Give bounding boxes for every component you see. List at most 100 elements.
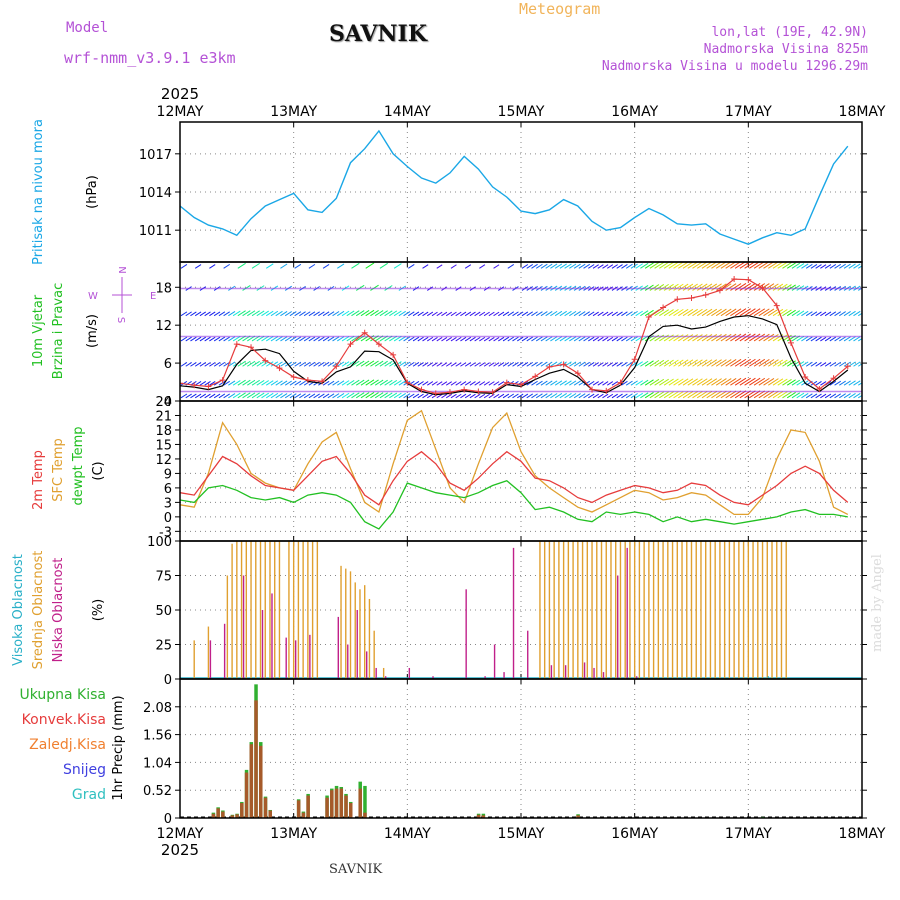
y-tick-label-pressure: 1011	[139, 224, 172, 239]
wind-barb	[550, 393, 558, 399]
wind-barbs	[180, 262, 862, 399]
wind-barb	[389, 379, 398, 386]
wind-barb	[337, 361, 345, 367]
conv-precip-bar	[349, 803, 353, 818]
wind-barb	[573, 361, 581, 367]
wind-barb	[294, 263, 302, 269]
wind-barb	[588, 311, 595, 317]
wind-gust-marker	[745, 276, 752, 283]
wind-barb	[843, 311, 851, 317]
wind-barb	[663, 334, 674, 342]
wind-barb	[327, 361, 335, 367]
wind-barb	[763, 333, 775, 342]
temp-ylabel: (C)	[91, 461, 106, 480]
wind-barb	[398, 380, 406, 386]
wind-barb	[516, 393, 524, 399]
wind-gust-marker	[603, 387, 610, 394]
wind-barb	[294, 311, 302, 317]
wind-speed-line	[180, 315, 849, 396]
wind-barb	[313, 380, 320, 386]
wind-gust-marker	[674, 296, 681, 303]
wind-barb	[706, 308, 718, 317]
wind-barb	[678, 378, 689, 386]
wind-barb	[682, 283, 694, 291]
wind-barb	[834, 336, 842, 342]
wind-barb	[559, 310, 567, 317]
wind-barb	[516, 336, 524, 342]
y-tick-label-wind: 6	[164, 357, 172, 372]
wind-barb	[659, 359, 669, 367]
wind-barb	[441, 381, 448, 386]
wind-barb	[739, 377, 751, 386]
wind-barb	[223, 393, 230, 399]
y-tick-label-precip: 2.08	[143, 701, 172, 716]
wind-barb	[592, 264, 599, 269]
wind-barb	[659, 391, 669, 399]
wind-barb	[786, 391, 796, 399]
wind-barb	[739, 308, 751, 317]
wind-barb	[725, 283, 737, 291]
model-name: wrf-nmm_v3.9.1 e3km	[64, 49, 236, 67]
wind-barb	[502, 393, 510, 399]
wind-barb	[185, 393, 192, 399]
wind-barb	[687, 308, 698, 317]
wind-barb	[588, 393, 595, 399]
conv-precip-bar	[259, 745, 263, 818]
wind-gust-marker	[645, 313, 652, 320]
wind-barb	[284, 393, 292, 399]
wind-barb	[640, 379, 649, 386]
x-tick-label-top: 18MAY	[839, 104, 886, 120]
wind-barb	[706, 359, 718, 367]
wind-barb	[209, 393, 216, 399]
wind-barb	[554, 336, 563, 342]
wind-barb	[422, 264, 429, 269]
wind-barb	[284, 311, 292, 317]
wind-barb	[839, 263, 846, 269]
wind-barb	[772, 262, 784, 269]
wind-gust-marker	[660, 304, 667, 311]
wind-barb	[417, 336, 424, 342]
wind-barb	[427, 311, 434, 317]
wind-barb	[540, 380, 548, 386]
wind-barb	[824, 336, 832, 342]
wind-barb	[706, 378, 718, 386]
wind-barb	[592, 362, 599, 367]
wind-barb	[744, 333, 756, 342]
wind-barb	[332, 336, 340, 342]
wind-barb	[540, 361, 548, 367]
wind-barb	[360, 379, 370, 386]
wind-barb	[526, 311, 534, 317]
wind-barb	[445, 311, 452, 317]
wind-barb	[578, 263, 586, 269]
wind-barb	[455, 336, 462, 342]
wind-barb	[730, 308, 742, 317]
wind-barb	[464, 362, 472, 367]
wind-barb	[569, 380, 577, 386]
wind-barb	[711, 308, 722, 317]
wind-barb	[474, 362, 481, 367]
wind-barb	[602, 264, 609, 269]
wind-barb	[753, 358, 766, 367]
wind-barb	[559, 336, 567, 342]
wind-barb	[341, 392, 350, 399]
wind-barb	[611, 381, 618, 386]
wind-barb	[763, 308, 775, 317]
wind-barb	[389, 361, 398, 367]
wind-gust-marker	[205, 383, 212, 390]
wind-gust-marker	[347, 341, 354, 348]
wind-barb	[408, 393, 415, 399]
wind-barb	[493, 336, 500, 342]
wind-barb	[355, 310, 365, 317]
wind-barb	[213, 336, 221, 342]
wind-barb	[218, 380, 226, 386]
wind-barb	[815, 393, 822, 399]
wind-barb	[232, 310, 241, 317]
wind-barb	[701, 390, 713, 399]
wind-barb	[303, 393, 311, 399]
wind-barb	[398, 310, 406, 317]
wind-barb	[180, 336, 188, 342]
conv-precip-bar	[221, 811, 225, 818]
wind-barb	[199, 336, 207, 342]
conv-precip-bar	[363, 812, 367, 818]
wind-barb	[668, 359, 679, 367]
